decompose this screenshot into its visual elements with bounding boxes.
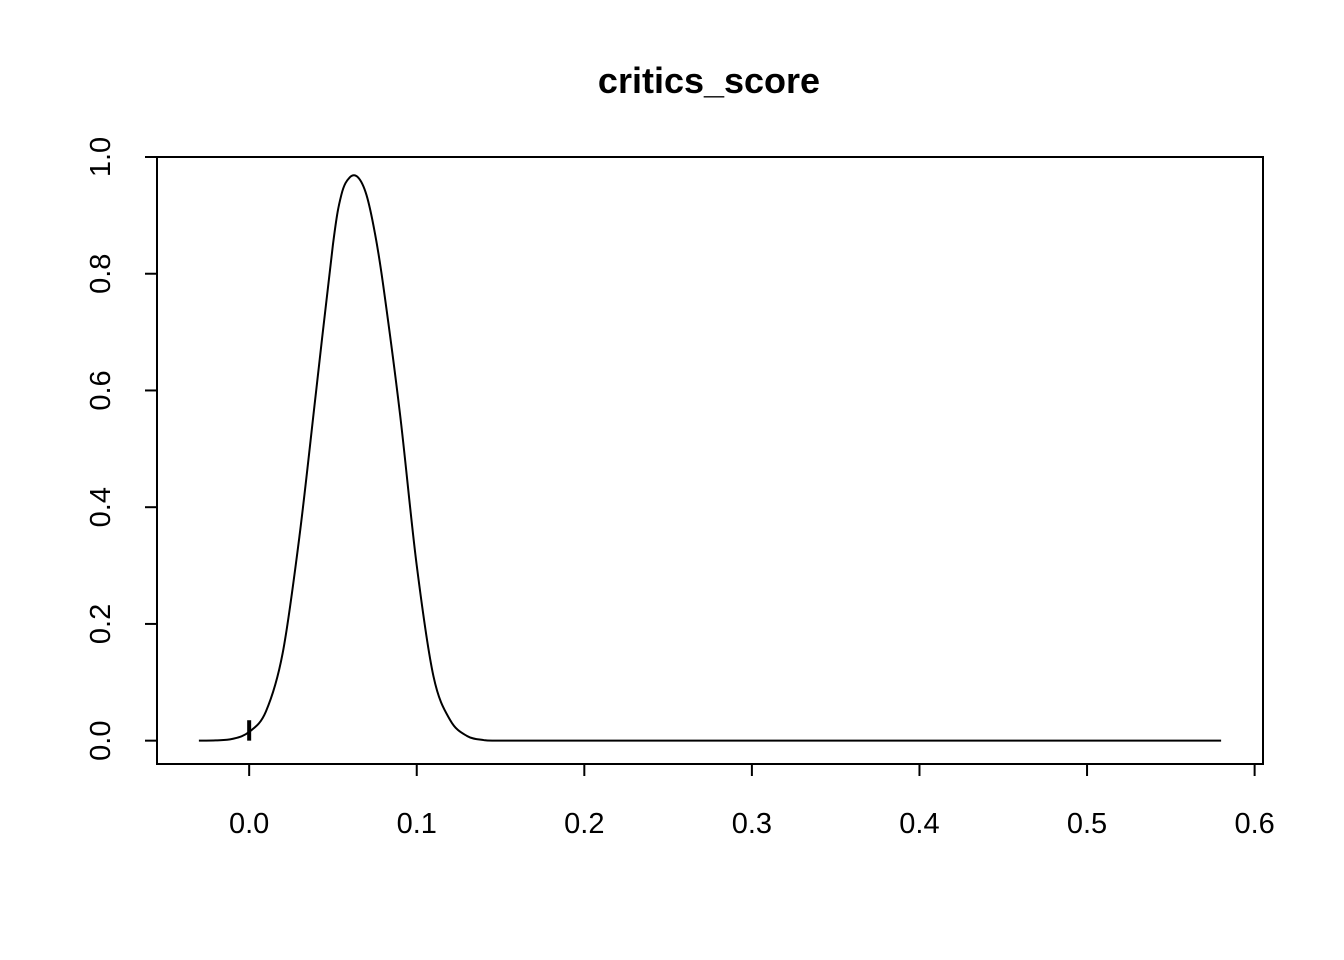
x-tick-label: 0.1	[397, 808, 437, 840]
x-tick-label: 0.4	[899, 808, 939, 840]
y-axis: 0.0 0.2 0.4 0.6 0.8 1.0	[85, 137, 158, 761]
y-tick-label: 0.0	[85, 720, 117, 760]
x-tick-label: 0.5	[1067, 808, 1107, 840]
y-tick-label: 0.2	[85, 604, 117, 644]
y-tick-label: 0.6	[85, 370, 117, 410]
x-tick-label: 0.3	[732, 808, 772, 840]
x-axis: 0.0 0.1 0.2 0.3 0.4 0.5 0.6	[229, 763, 1275, 840]
y-tick-label: 1.0	[85, 137, 117, 177]
y-tick-label: 0.4	[85, 487, 117, 527]
chart-title: critics_score	[598, 60, 820, 101]
x-tick-label: 0.6	[1234, 808, 1274, 840]
x-tick-label: 0.0	[229, 808, 269, 840]
x-tick-label: 0.2	[564, 808, 604, 840]
y-tick-label: 0.8	[85, 254, 117, 294]
plot-area	[198, 174, 1222, 742]
plot-frame	[156, 156, 1264, 765]
density-curve	[198, 174, 1222, 742]
